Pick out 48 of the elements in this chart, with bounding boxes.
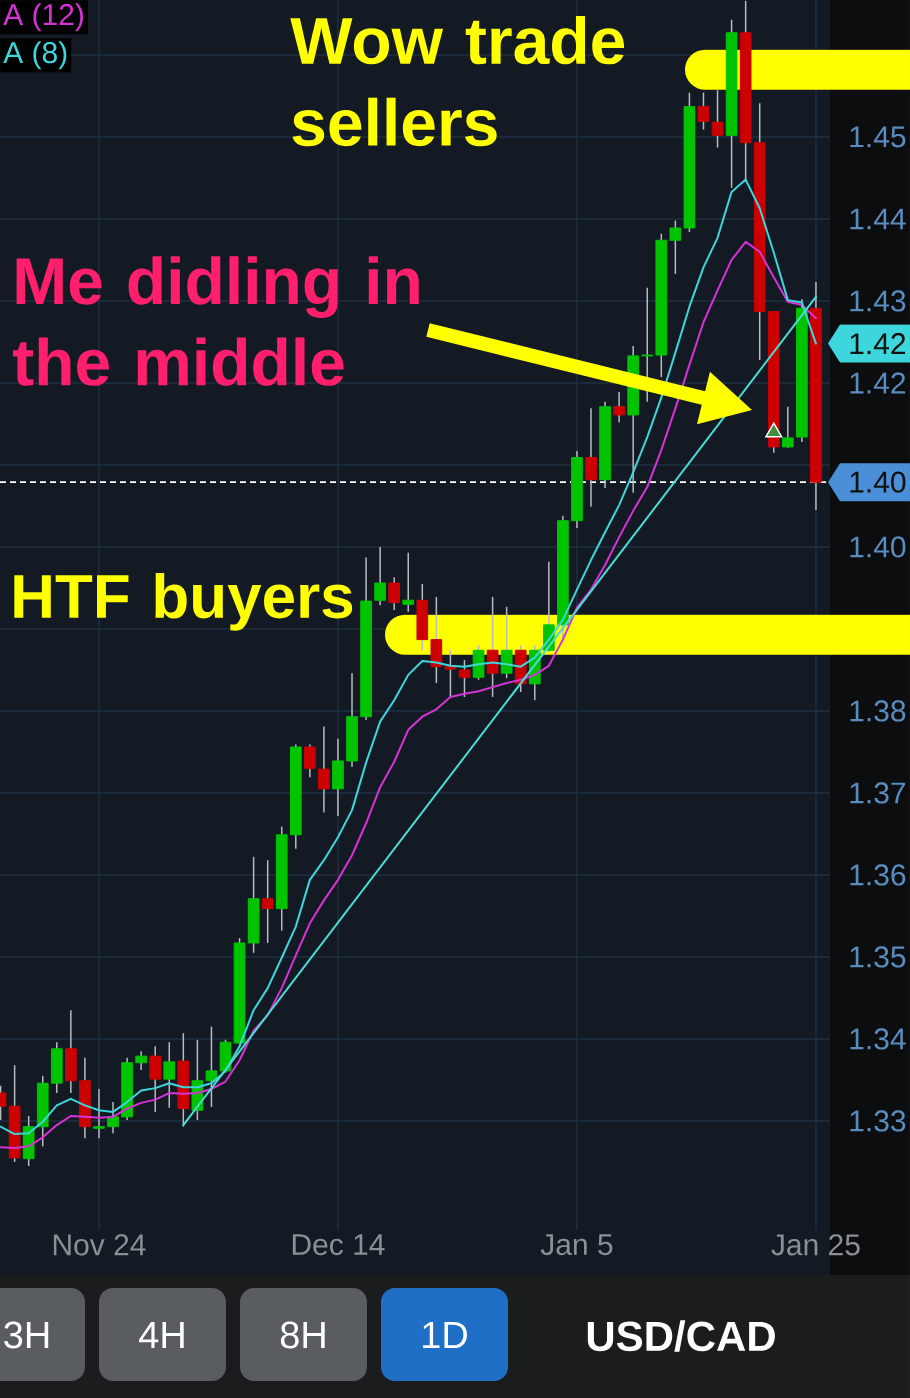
- candlestick: [613, 391, 625, 424]
- x-tick-label: Nov 24: [53, 1234, 146, 1256]
- x-tick-label: Dec 14: [292, 1234, 385, 1256]
- candlestick: [318, 725, 330, 814]
- candlestick: [711, 89, 724, 149]
- candlestick: [458, 659, 471, 698]
- candlestick: [374, 546, 386, 606]
- candlestick: [388, 576, 401, 611]
- text: 3H: [4, 1321, 49, 1349]
- x-tick-label: Jan 25: [771, 1234, 860, 1256]
- y-tick-label: 1.43: [850, 290, 906, 312]
- candlestick: [486, 596, 499, 698]
- text: 1D: [423, 1321, 467, 1349]
- text: A (12): [3, 3, 83, 32]
- y-tick-label: 1.45: [850, 126, 906, 148]
- candlestick: [304, 743, 316, 779]
- x-tick-label: Jan 5: [540, 1234, 613, 1256]
- candlestick: [149, 1045, 162, 1113]
- candlestick: [135, 1050, 147, 1071]
- annotation: Me didling in the middle: [13, 256, 419, 386]
- candlestick: [781, 405, 794, 449]
- text: 8H: [280, 1321, 325, 1349]
- y-tick-label: 1.44: [850, 208, 906, 230]
- text: USD/CAD: [587, 1320, 775, 1352]
- candlestick: [669, 219, 682, 275]
- y-tick-label: 1.35: [850, 946, 906, 968]
- candlestick: [93, 1088, 105, 1139]
- y-tick-label: 1.33: [850, 1110, 906, 1132]
- y-tick-label: 1.42: [850, 372, 906, 394]
- text: A (8): [3, 41, 67, 70]
- ref-line-label: HTF buyers: [14, 572, 353, 631]
- y-tick-label: 1.37: [850, 782, 906, 804]
- candlestick: [697, 91, 710, 131]
- text: 4H: [139, 1321, 184, 1349]
- y-tick-label: 1.40: [850, 536, 906, 558]
- candlestick: [641, 287, 654, 403]
- candlestick: [107, 1101, 119, 1134]
- candlestick: [444, 649, 457, 698]
- y-tick-label: 1.34: [850, 1028, 906, 1050]
- candlestick: [402, 551, 415, 613]
- ref-line-label: Wow trade sellers: [290, 15, 625, 147]
- y-tick-label: 1.38: [850, 700, 906, 722]
- candlestick: [163, 1041, 176, 1109]
- candlestick: [205, 1025, 218, 1108]
- y-tick-label: 1.36: [850, 864, 906, 886]
- candlestick: [261, 859, 274, 944]
- candlestick: [585, 407, 597, 508]
- candlestick: [500, 606, 513, 679]
